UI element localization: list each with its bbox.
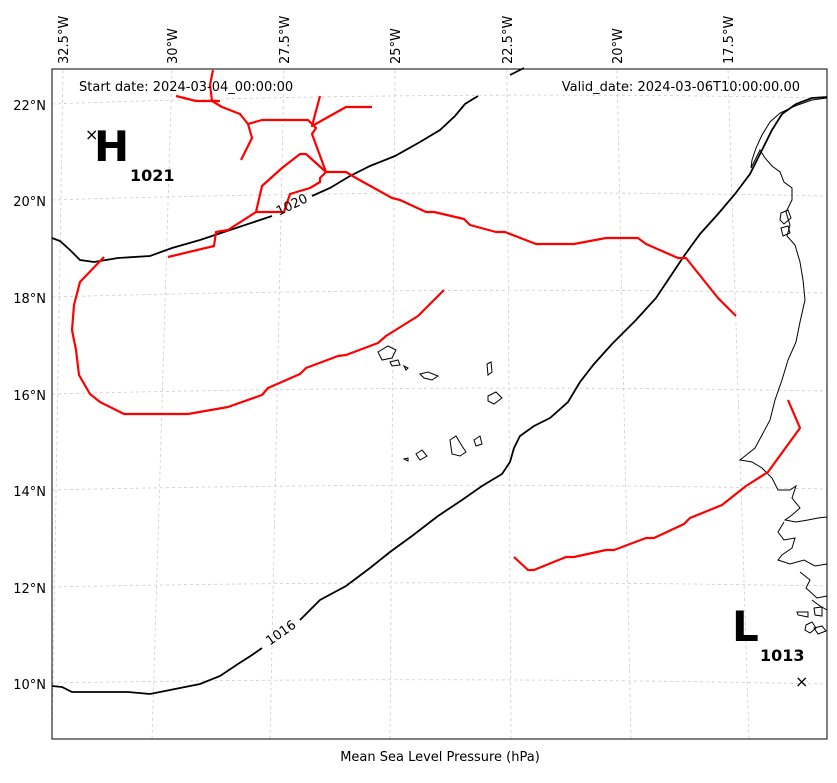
low-pressure-value: 1013 (760, 646, 805, 665)
lon-label: 32.5°W (57, 16, 72, 64)
coastline (738, 97, 828, 635)
lat-label: 22°N (13, 99, 46, 114)
lat-label: 12°N (13, 582, 46, 597)
front-south (513, 399, 802, 572)
high-pressure-letter: H (94, 122, 129, 171)
start-date: Start date: 2024-03-04_00:00:00 (79, 80, 293, 95)
lon-label: 20°W (611, 28, 626, 64)
isobar-1016 (51, 96, 828, 695)
lat-label: 18°N (13, 292, 46, 307)
high-pressure-value: 1021 (130, 166, 175, 185)
front-west (70, 256, 445, 416)
lon-label: 22.5°W (501, 16, 516, 64)
front-north-upper (175, 69, 737, 317)
isobar-label: 1016 (263, 618, 299, 649)
high-center-marker: × (85, 125, 98, 144)
front-north-lower (167, 211, 257, 259)
lon-tick-labels: 32.5°W 30°W 27.5°W 25°W 22.5°W 20°W 17.5… (57, 16, 737, 64)
lon-label: 25°W (389, 28, 404, 64)
lat-label: 14°N (13, 485, 46, 500)
lon-label: 17.5°W (722, 16, 737, 64)
lat-tick-labels: 22°N 20°N 18°N 16°N 14°N 12°N 10°N (13, 99, 46, 693)
lat-label: 16°N (13, 389, 46, 404)
isobar-label: 1020 (274, 191, 310, 219)
isobars (51, 67, 828, 695)
graticule-grid (51, 69, 828, 741)
low-pressure-letter: L (732, 602, 759, 651)
lon-label: 27.5°W (278, 16, 293, 64)
cape-verde-islands (377, 345, 503, 462)
map-frame (51, 68, 828, 740)
low-center-marker: × (795, 672, 808, 691)
isobar-label-1016-wrap: 1016 (263, 618, 299, 649)
valid-date: Valid_date: 2024-03-06T10:00:00.00 (562, 80, 800, 95)
isobar-label-1020-wrap: 1020 (274, 191, 310, 219)
fronts (70, 69, 802, 572)
lon-label: 30°W (166, 28, 181, 64)
lat-label: 10°N (13, 678, 46, 693)
lat-label: 20°N (13, 195, 46, 210)
map-caption: Mean Sea Level Pressure (hPa) (340, 750, 540, 765)
